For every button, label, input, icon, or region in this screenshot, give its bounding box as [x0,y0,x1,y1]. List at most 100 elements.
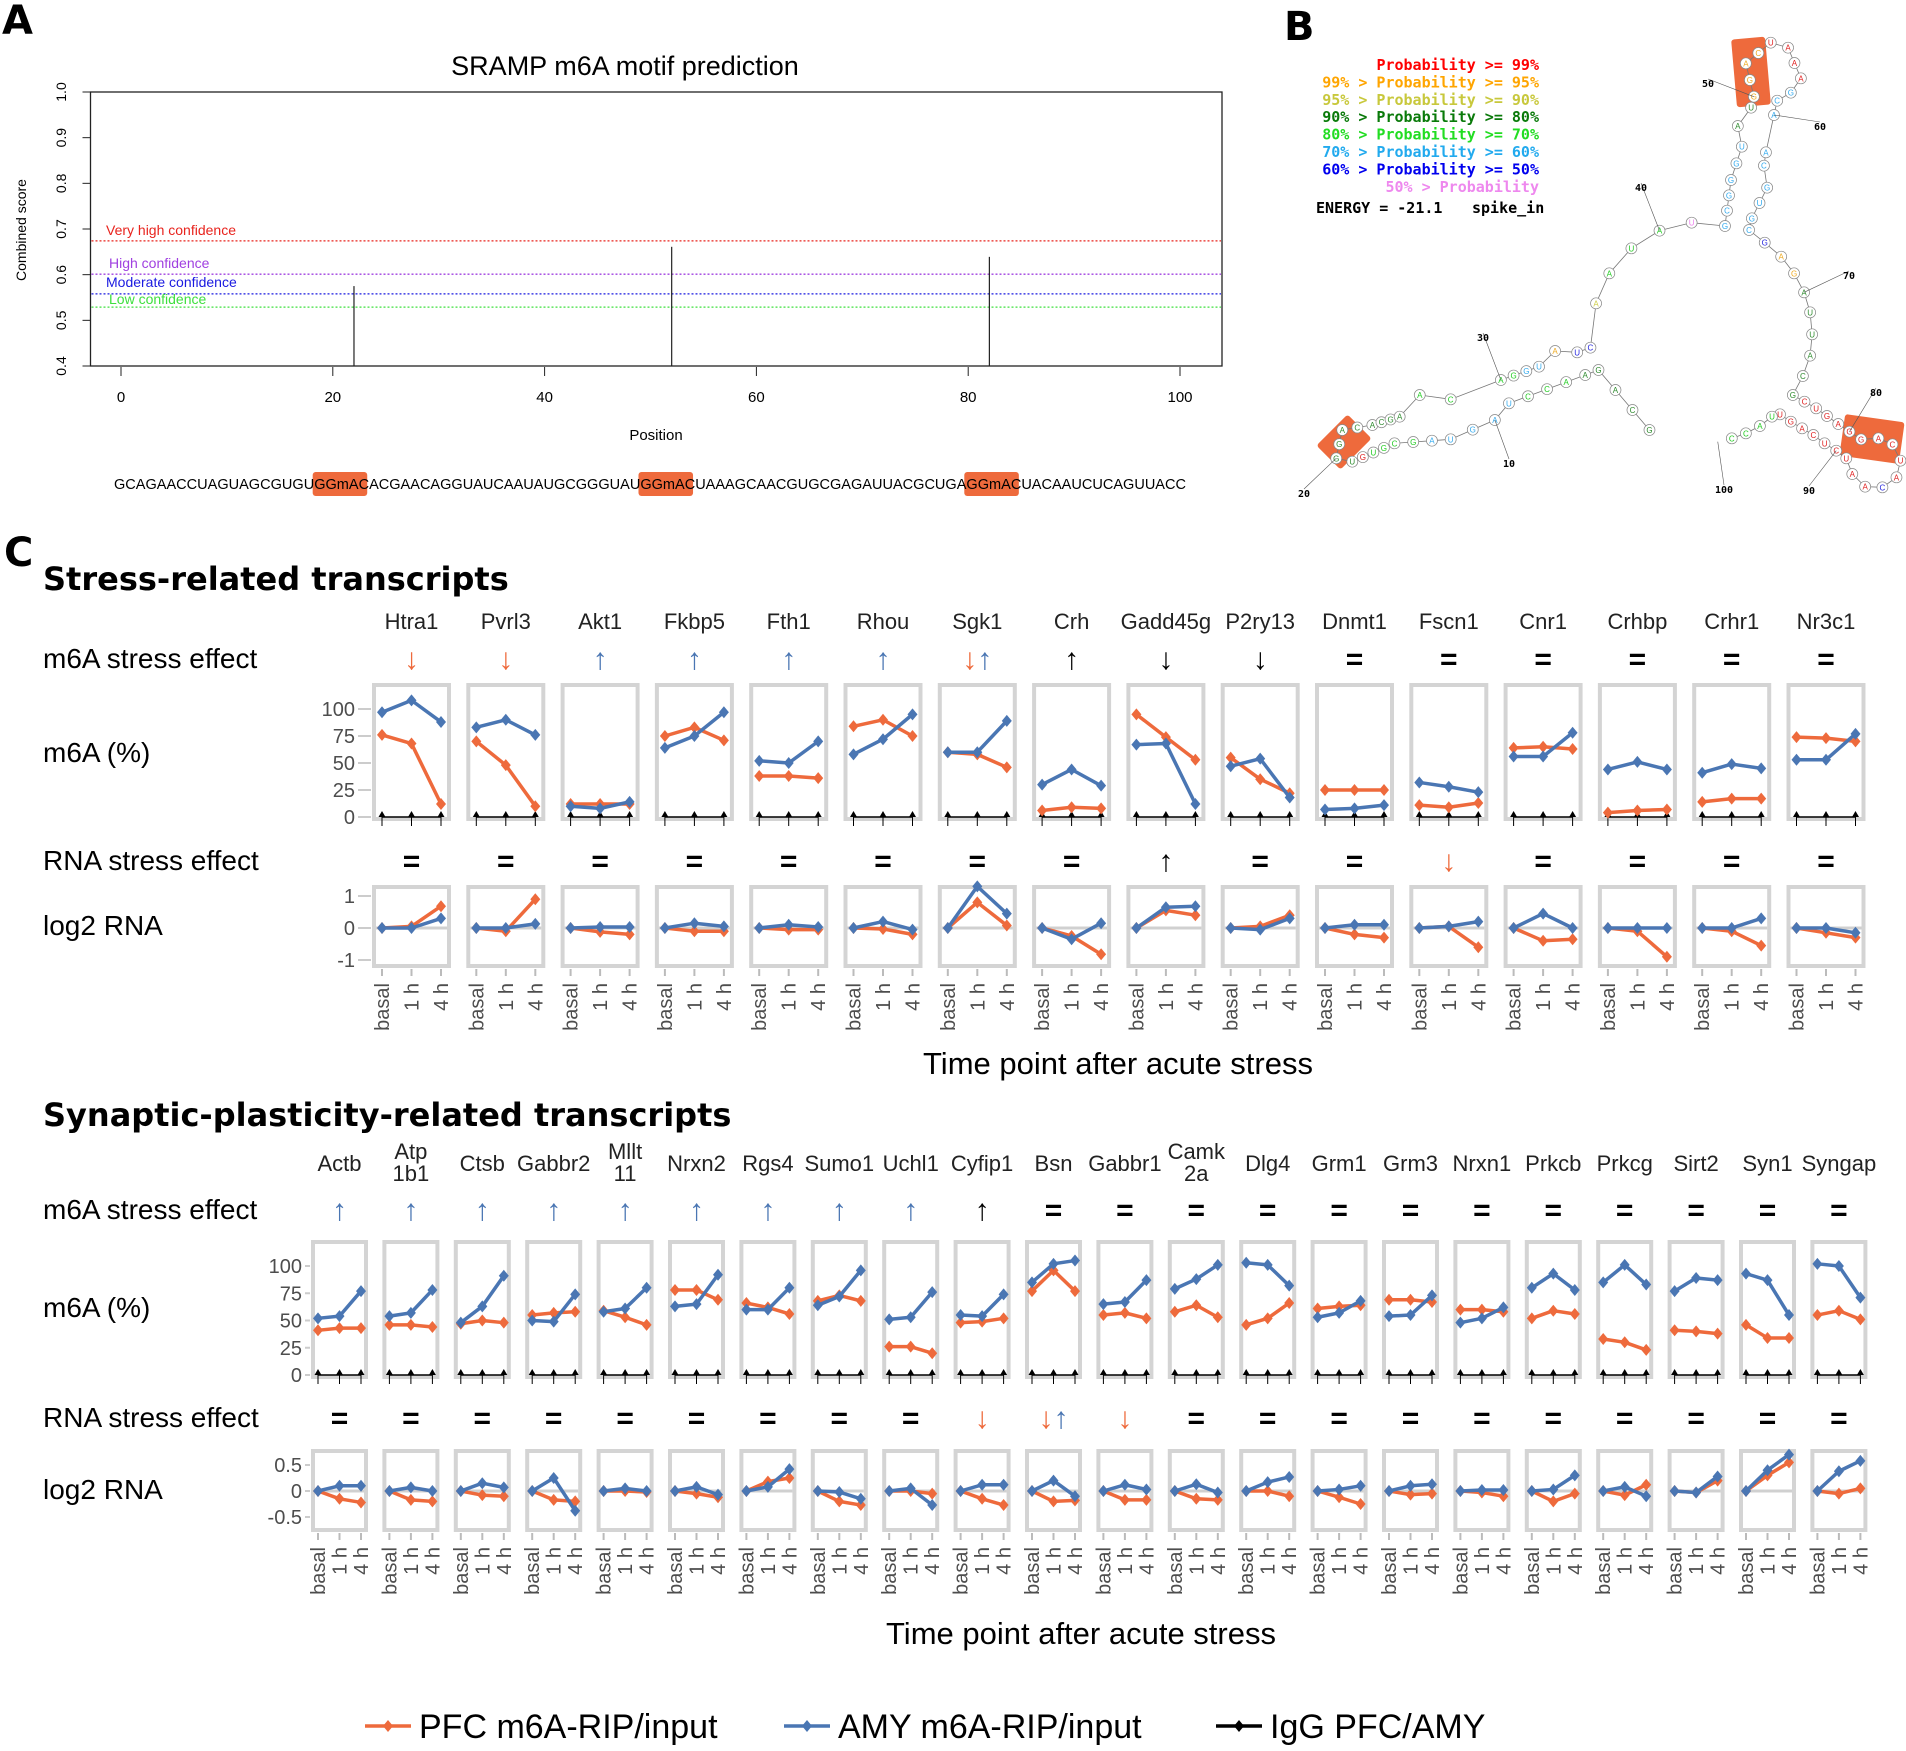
rna-panel-frame [1239,1449,1297,1532]
rna-y-tick-label: 0 [344,918,355,940]
rna-panel-frame [668,1449,725,1532]
threshold-label: Low confidence [109,291,207,307]
probability-legend-item: 99% > Probability >= 95% [1322,73,1539,91]
no-change-icon: = [1045,1194,1063,1227]
nucleotide-letter: C [1890,440,1896,449]
nucleotide-circle [1388,437,1401,450]
igg-data-point [1357,1369,1365,1375]
rna-panel-frame [1667,1449,1725,1532]
x-tick-label: 1 h [687,1547,709,1575]
arrow-up-icon: ↑ [1158,845,1173,878]
nucleotide-letter: U [1448,435,1454,444]
igg-data-point [1856,1369,1864,1375]
m6a-panel-frame [654,683,734,821]
nucleotide-circle [1771,94,1784,107]
stress-effect: = [616,1402,634,1435]
data-point [1619,1336,1630,1349]
x-tick-label: 1 h [1758,1547,1780,1575]
rna-panel-frame [1692,885,1772,968]
x-tick-label: 4 h [1779,1547,1801,1575]
nucleotide-letter: U [1349,458,1355,467]
nucleotide-circle [1356,451,1369,463]
x-tick-label: basal [1126,983,1148,1031]
nucleotide-letter: G [1791,269,1797,278]
data-point [1598,1485,1609,1497]
legend-swatch-marker [383,1720,393,1732]
nucleotide-letter: U [1777,410,1783,419]
igg-data-point [1671,1369,1679,1375]
stress-effect: = [497,845,515,878]
x-tick-label: 4 h [1850,1547,1872,1575]
x-tick-label: basal [451,1547,473,1595]
x-tick-label: 4 h [1374,983,1396,1011]
data-point [1712,1327,1723,1340]
no-change-icon: = [1534,643,1552,676]
position-tick [1808,450,1837,487]
nucleotide-circle [1859,480,1871,493]
data-point [1567,726,1578,739]
no-change-icon: = [1723,643,1741,676]
x-axis-title: Time point after acute stress [886,1616,1276,1651]
igg-data-point [1407,1369,1414,1375]
igg-data-point [1785,1369,1793,1375]
data-point [1567,922,1578,934]
rna-panel-frame [1025,1449,1082,1532]
data-point [1334,1306,1345,1319]
nucleotide-circle [1522,390,1534,403]
x-tick-label: 4 h [1065,1547,1087,1575]
gene-name: Cnr1 [1519,609,1567,634]
data-point [1762,1464,1773,1477]
data-point [1312,1485,1323,1497]
m6a-y-tick-label: 0 [291,1365,302,1387]
igg-data-point [1050,1369,1057,1375]
x-tick-label: 4 h [1279,1547,1301,1575]
probability-legend-item: 80% > Probability >= 70% [1322,126,1539,144]
data-point [977,1310,988,1323]
data-point [624,921,635,934]
data-point [1098,1485,1109,1497]
nucleotide-circle [1761,181,1773,194]
nucleotide-circle [1743,224,1755,236]
igg-data-point [1214,1369,1222,1375]
nucleotide-letter: G [1762,239,1768,248]
data-point [813,735,824,748]
nucleotide-letter: G [1410,438,1416,447]
igg-data-point [1099,1369,1107,1375]
sequence-segment: ACGAACAGGUAUCAAUAUGCGGGUAU [369,476,640,493]
nucleotide-letter: G [1595,366,1601,375]
igg-data-point [785,811,793,817]
data-point [1349,802,1360,815]
x-tick-label: basal [1598,983,1620,1031]
data-point [1756,912,1767,925]
motif-highlight [964,472,1019,496]
data-point [1784,1331,1794,1344]
nucleotide-circle [1533,360,1545,373]
igg-data-point [785,1369,793,1375]
legend-label: PFC m6A-RIP/input [419,1708,718,1746]
data-point [713,1268,723,1281]
section-title: Stress-related transcripts [43,560,509,598]
nucleotide-letter: G [1747,76,1753,85]
gene-column: Sgk1 ↓↑ = basal 1 h 4 h [937,609,1019,1031]
x-tick-label: basal [1022,1547,1044,1595]
stress-effect: = [1346,845,1364,878]
rna-panel-frame [1382,1449,1439,1532]
data-point [1427,1487,1437,1500]
data-point [972,896,983,909]
igg-data-point [1415,811,1423,817]
m6a-panel-frame [1786,683,1866,821]
data-point [855,1294,866,1307]
x-tick-label: 0 [117,389,125,406]
nucleotide-circle [1764,36,1777,49]
x-tick-label: 1 h [590,983,612,1011]
x-tick-label: 1 h [1722,983,1744,1011]
data-point [905,1482,916,1495]
data-point [356,1479,366,1492]
legend-item: AMY m6A-RIP/input [784,1708,1142,1746]
no-change-icon: = [1116,1194,1134,1227]
arrow-up-icon: ↑ [975,1194,990,1227]
igg-data-point [567,811,575,817]
arrow-down-icon: ↓ [962,643,977,676]
x-tick-label: 1 h [901,1547,923,1575]
nucleotide-circle [1549,345,1561,357]
